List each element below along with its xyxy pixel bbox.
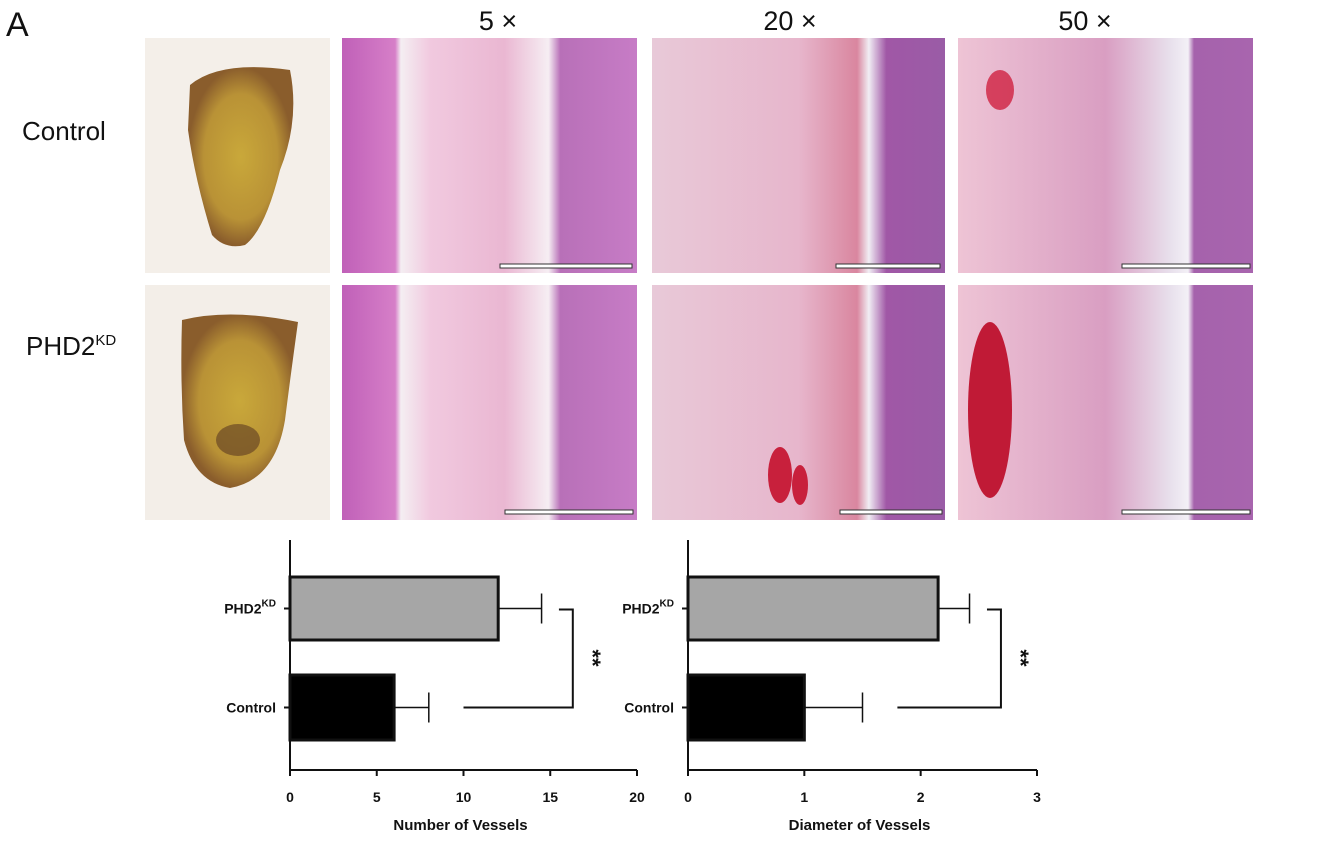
y-tick-label: Control [226, 700, 276, 716]
bar [288, 673, 396, 742]
significance-bracket [897, 608, 1002, 709]
x-tick-label: 10 [456, 789, 472, 805]
x-tick-label: 2 [917, 789, 925, 805]
y-tick-label: PHD2KD [224, 599, 276, 617]
photo-control [145, 38, 330, 273]
x-axis-title: Diameter of Vessels [789, 817, 931, 834]
x-tick-label: 5 [373, 789, 381, 805]
x-tick-label: 0 [684, 789, 692, 805]
photo-phd2kd [145, 285, 330, 520]
y-tick-label-text: Control [624, 700, 674, 716]
y-tick-label-text: PHD2 [224, 601, 262, 617]
x-tick-label: 0 [286, 789, 294, 805]
bar [686, 575, 940, 642]
x-tick-label: 1 [800, 789, 808, 805]
significance-label: ** [580, 649, 605, 667]
bar [686, 673, 806, 742]
y-tick-label-text: Control [226, 700, 276, 716]
significance-bracket [463, 608, 574, 709]
y-tick-label-sup: KD [262, 599, 276, 610]
x-tick-label: 15 [542, 789, 558, 805]
row-label: Control [22, 116, 106, 146]
column-header: 50 × [1058, 6, 1111, 36]
row-label: PHD2KD [26, 331, 116, 361]
y-tick-label-text: PHD2 [622, 601, 660, 617]
significance-label: ** [1008, 649, 1033, 667]
panel-label: A [6, 6, 29, 44]
row-label-text: PHD2 [26, 331, 95, 361]
bar [288, 575, 500, 642]
scale-bars [499, 263, 1251, 515]
x-tick-label: 3 [1033, 789, 1041, 805]
x-axis-title: Number of Vessels [393, 817, 527, 834]
y-tick-label: Control [624, 700, 674, 716]
y-tick-label: PHD2KD [622, 599, 674, 617]
row-label-sup: KD [95, 332, 116, 349]
column-header: 5 × [479, 6, 517, 36]
micrographs [342, 38, 1253, 520]
y-tick-label-sup: KD [660, 599, 674, 610]
x-tick-label: 20 [629, 789, 645, 805]
column-header: 20 × [763, 6, 816, 36]
row-label-text: Control [22, 116, 106, 146]
